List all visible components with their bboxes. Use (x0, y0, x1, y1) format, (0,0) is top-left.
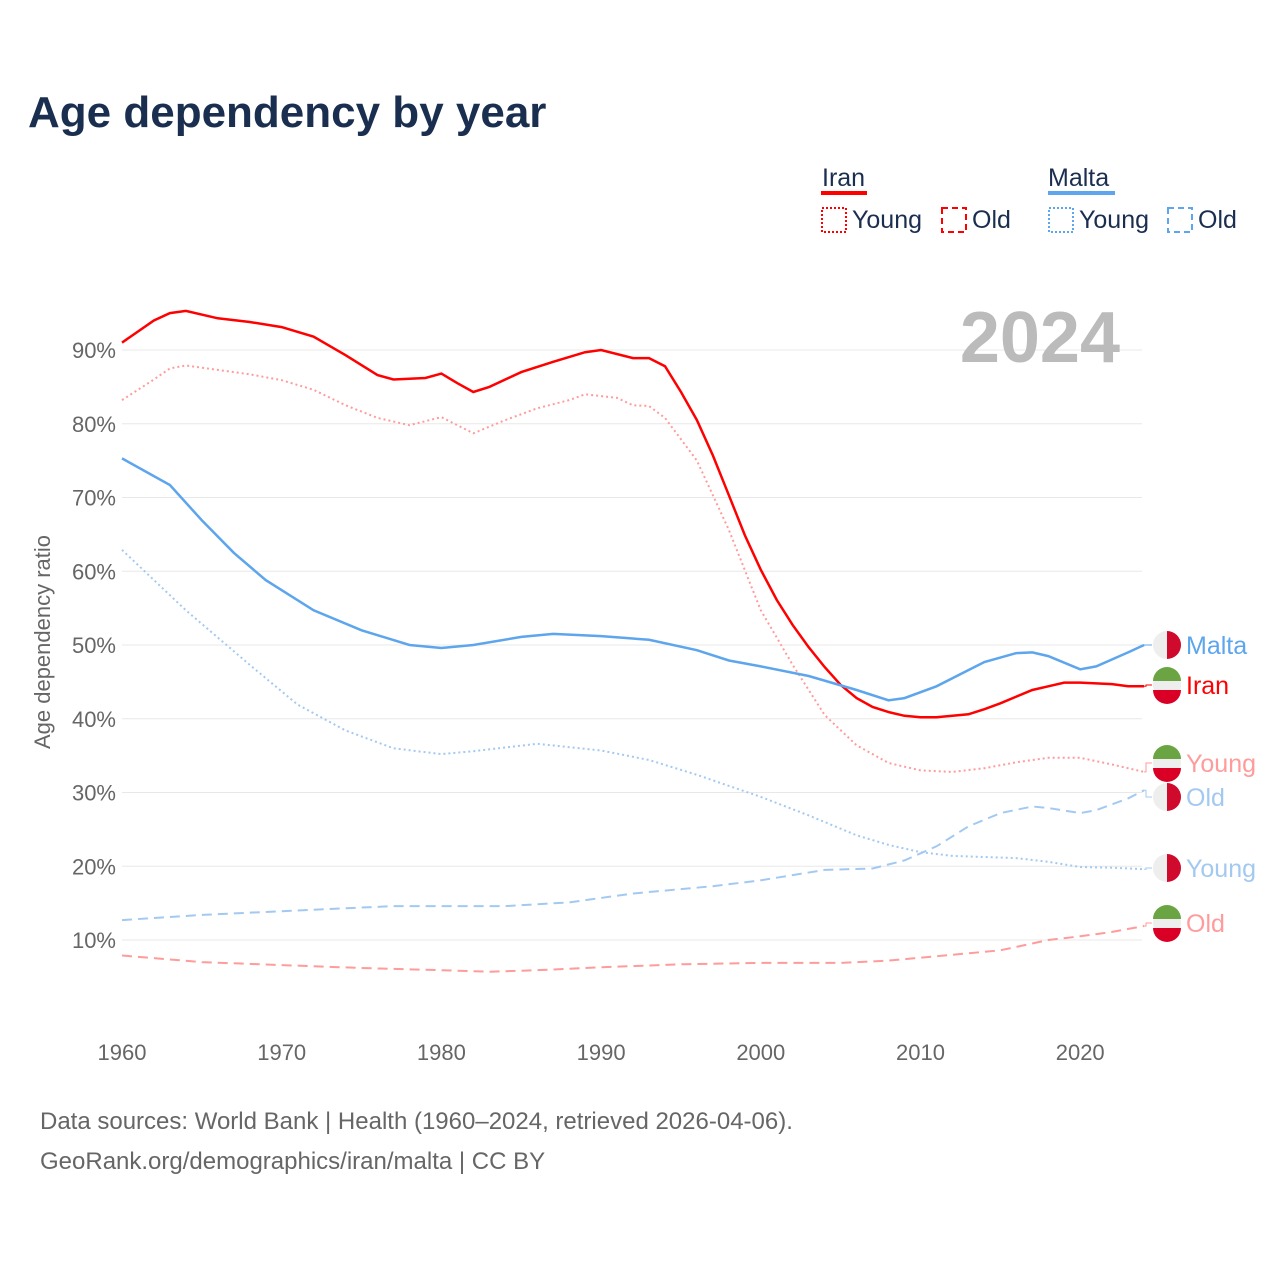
series-line-malta (121, 457, 1145, 702)
iran-flag-green (1153, 745, 1181, 759)
series-line-iran-young (121, 364, 1145, 773)
iran-flag-red (1153, 928, 1181, 942)
end-label: Young (1186, 855, 1256, 883)
legend-iran-old: Old (972, 206, 1011, 234)
year-label: 2024 (960, 298, 1120, 378)
malta-flag-red-half (1167, 783, 1181, 811)
x-tick-label: 1960 (98, 1040, 147, 1065)
legend-iran-young: Young (852, 206, 922, 234)
legend-malta-old: Old (1198, 206, 1237, 234)
iran-flag-red (1153, 768, 1181, 782)
series-line-malta-old (121, 789, 1145, 922)
iran-flag-green (1153, 667, 1181, 681)
end-label: Malta (1186, 632, 1247, 660)
label-connector (1144, 867, 1152, 870)
y-tick-label: 50% (72, 633, 116, 658)
y-tick-label: 60% (72, 559, 116, 584)
label-connector (1144, 684, 1152, 687)
x-tick-label: 1990 (577, 1040, 626, 1065)
footer-sources: Data sources: World Bank | Health (1960–… (40, 1108, 793, 1135)
series-line-iran (121, 309, 1145, 719)
y-tick-label: 20% (72, 854, 116, 879)
y-tick-label: 10% (72, 928, 116, 953)
legend-iran: Iran (822, 164, 865, 192)
x-tick-label: 2010 (896, 1040, 945, 1065)
iran-flag-red (1153, 690, 1181, 704)
x-tick-label: 2000 (736, 1040, 785, 1065)
legend-iran-young-swatch (821, 207, 847, 233)
iran-flag-green (1153, 905, 1181, 919)
end-label: Iran (1186, 672, 1229, 700)
legend-iran-old-swatch (941, 207, 967, 233)
y-tick-label: 80% (72, 412, 116, 437)
legend-malta-old-swatch (1167, 207, 1193, 233)
x-tick-label: 1970 (257, 1040, 306, 1065)
label-connector (1144, 922, 1152, 927)
footer-attribution: GeoRank.org/demographics/iran/malta | CC… (40, 1148, 546, 1175)
x-tick-label: 2020 (1056, 1040, 1105, 1065)
y-axis-label: Age dependency ratio (30, 535, 55, 749)
y-tick-label: 70% (72, 486, 116, 511)
y-tick-label: 40% (72, 707, 116, 732)
legend-malta-young-swatch (1048, 207, 1074, 233)
x-tick-label: 1980 (417, 1040, 466, 1065)
label-connector (1144, 789, 1152, 798)
malta-flag-red-half (1167, 631, 1181, 659)
malta-flag-red-half (1167, 854, 1181, 882)
chart-title: Age dependency by year (28, 88, 547, 137)
series-line-iran-old (121, 925, 1145, 973)
series-line-malta-young (121, 549, 1145, 871)
y-tick-label: 30% (72, 781, 116, 806)
legend-malta-young: Young (1079, 206, 1149, 234)
legend-malta: Malta (1048, 164, 1109, 192)
label-connector (1144, 762, 1152, 773)
end-label: Old (1186, 910, 1225, 938)
y-tick-label: 90% (72, 338, 116, 363)
end-label: Young (1186, 750, 1256, 778)
end-label: Old (1186, 784, 1225, 812)
